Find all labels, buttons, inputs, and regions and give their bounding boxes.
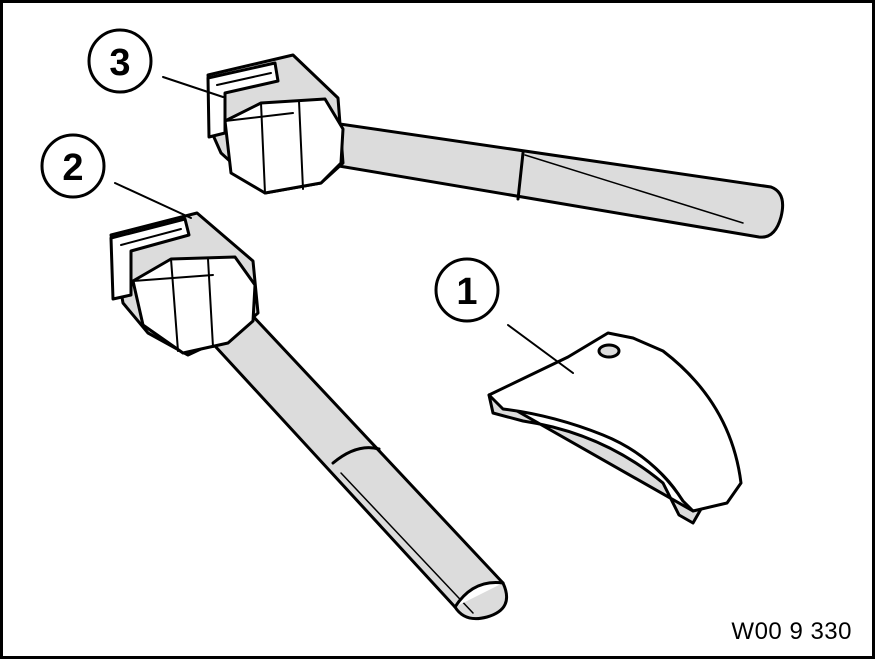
callout-1-label: 1 — [456, 271, 477, 313]
callout-1-leader — [507, 324, 574, 374]
callout-1-circle — [434, 257, 500, 323]
callout-3-label: 3 — [109, 42, 130, 84]
callout-2-leader — [114, 182, 192, 219]
tool-illustration: 3 2 1 — [40, 28, 785, 621]
callout-2-circle — [40, 133, 106, 199]
callout-3-leader — [162, 76, 224, 98]
tool-3-wrench — [206, 53, 785, 239]
figure-code: W00 9 330 — [731, 618, 852, 645]
tool-2-handle — [201, 295, 508, 621]
callout-3-circle — [87, 28, 153, 94]
tool-1-pin-hole — [597, 343, 621, 359]
tool-2-wrench — [109, 211, 508, 621]
callout-2-label: 2 — [62, 147, 83, 189]
tool-3-handle — [331, 121, 785, 239]
tool-1-hook-plate — [487, 331, 743, 525]
